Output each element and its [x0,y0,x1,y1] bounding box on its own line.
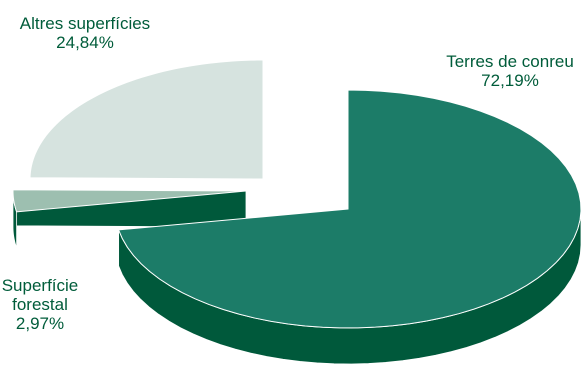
slice-percent: 72,19% [481,71,539,90]
slice-name: Superfície forestal [1,276,79,314]
slice-name: Altres superfícies [19,14,151,33]
slice-label-superficie-forestal: Superfície forestal 2,97% [0,276,80,333]
slice-top-superf-cie-forestal [12,189,247,213]
slice-top-terres-de-conreu [117,89,582,329]
slice-name: Terres de conreu [446,52,574,71]
slice-top-altres-superf-cies [29,59,264,180]
slice-percent: 24,84% [56,33,114,52]
slice-percent: 2,97% [15,314,65,333]
slice-label-terres-de-conreu: Terres de conreu 72,19% [430,52,582,90]
slice-label-altres-superficies: Altres superfícies 24,84% [0,14,170,52]
